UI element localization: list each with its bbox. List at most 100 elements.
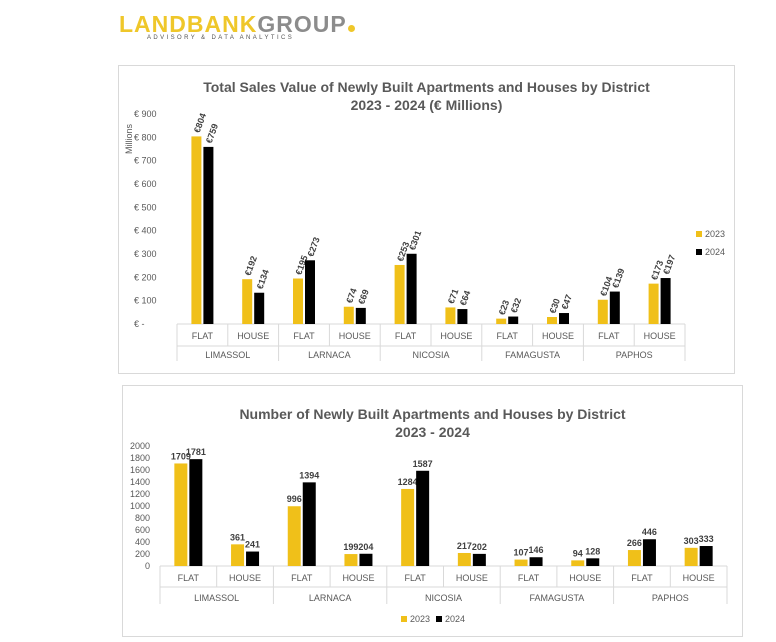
x-group-label: NICOSIA: [412, 350, 449, 360]
units-count-chart: 0 200 400 600 800 1000 1200 1400 1600 1800 2000 FLA…: [130, 441, 728, 624]
bar-2023-limassol-house: [231, 544, 245, 566]
bar-2023-limassol-flat: [174, 463, 188, 566]
y-tick-label: 1600: [130, 465, 150, 475]
bar-2023-larnaca-house: [343, 306, 354, 324]
y-tick-label: 800: [135, 513, 150, 523]
x-subcategory-label: HOUSE: [237, 331, 269, 341]
x-subcategory-label: FLAT: [598, 331, 620, 341]
x-subcategory-label: HOUSE: [542, 331, 574, 341]
x-subcategory-label: HOUSE: [440, 331, 472, 341]
bar-2023-nicosia-house: [445, 307, 456, 324]
y-tick-label: € 300: [134, 249, 157, 259]
data-label: €197: [661, 253, 677, 275]
y-tick-label: 200: [135, 549, 150, 559]
data-label: 1284: [398, 477, 418, 487]
bar-2024-nicosia-flat: [406, 253, 417, 324]
units-count-title-line1: Number of Newly Built Apartments and Hou…: [239, 406, 626, 422]
legend-label-2024: 2024: [445, 614, 465, 624]
bar-2024-larnaca-flat: [302, 482, 316, 566]
x-group-label: LIMASSOL: [194, 593, 239, 603]
bar-2023-famagusta-flat: [496, 318, 507, 324]
y-tick-label: € 700: [134, 156, 157, 166]
x-subcategory-label: HOUSE: [644, 331, 676, 341]
x-subcategory-label: FLAT: [631, 573, 653, 583]
bar-2024-larnaca-house: [355, 307, 366, 324]
sales-value-chart: € - € 100 € 200 € 300 € 400 € 500 € 600 € 700 € …: [124, 109, 725, 361]
bar-2024-paphos-flat: [642, 539, 656, 566]
bar-2023-paphos-flat: [627, 550, 641, 566]
legend-swatch-2024: [436, 616, 442, 622]
y-tick-label: € 400: [134, 226, 157, 236]
data-label: €74: [344, 287, 359, 305]
logo-wordmark: LANDBANKGROUP: [119, 12, 355, 36]
y-tick-label: 1000: [130, 501, 150, 511]
data-label: €301: [407, 229, 423, 251]
data-label: 199: [343, 542, 358, 552]
bar-2024-famagusta-flat: [529, 557, 543, 566]
sales-value-chart-title: Total Sales Value of Newly Built Apartme…: [119, 78, 734, 114]
x-subcategory-label: HOUSE: [342, 573, 374, 583]
data-label: €64: [458, 289, 473, 307]
x-subcategory-label: FLAT: [497, 331, 519, 341]
bar-2024-limassol-flat: [203, 146, 214, 324]
bar-2024-famagusta-house: [586, 558, 600, 566]
y-tick-label: 0: [145, 561, 150, 571]
bar-2023-famagusta-house: [571, 560, 585, 566]
x-subcategory-label: FLAT: [178, 573, 200, 583]
x-group-label: LIMASSOL: [205, 350, 250, 360]
legend-swatch-2024: [696, 249, 702, 255]
bar-2024-limassol-house: [246, 551, 260, 566]
data-label: 146: [529, 545, 544, 555]
data-label: 361: [230, 532, 245, 542]
x-subcategory-label: HOUSE: [229, 573, 261, 583]
bar-2024-nicosia-house: [472, 553, 486, 566]
x-subcategory-label: FLAT: [518, 573, 540, 583]
bar-2023-paphos-flat: [597, 299, 608, 324]
units-count-title-line2: 2023 - 2024: [395, 424, 470, 440]
bar-2023-nicosia-house: [457, 552, 471, 566]
data-label: €192: [243, 255, 259, 277]
data-label: €32: [509, 297, 524, 315]
y-tick-label: € 900: [134, 109, 157, 119]
x-group-label: LARNACA: [309, 593, 352, 603]
bar-2023-paphos-house: [684, 547, 698, 566]
x-subcategory-label: HOUSE: [339, 331, 371, 341]
x-subcategory-label: FLAT: [395, 331, 417, 341]
logo-part1: LANDBANK: [119, 11, 258, 37]
logo-tagline: ADVISORY & DATA ANALYTICS: [147, 35, 295, 41]
sales-value-title-line1: Total Sales Value of Newly Built Apartme…: [203, 79, 650, 95]
data-label: 1781: [186, 447, 206, 457]
bar-2024-limassol-house: [254, 292, 265, 324]
bar-2024-larnaca-flat: [305, 260, 315, 324]
y-tick-label: € 600: [134, 179, 157, 189]
units-count-chart-title: Number of Newly Built Apartments and Hou…: [123, 405, 742, 441]
bar-2023-nicosia-flat: [401, 488, 415, 566]
company-logo: LANDBANKGROUP ADVISORY & DATA ANALYTICS: [119, 12, 355, 41]
data-label: 1709: [171, 451, 191, 461]
bar-2024-paphos-house: [699, 546, 713, 566]
data-label: 217: [457, 541, 472, 551]
x-subcategory-label: FLAT: [291, 573, 313, 583]
data-label: 94: [573, 548, 583, 558]
bar-2023-famagusta-house: [547, 317, 557, 324]
logo-part2: GROUP: [257, 11, 347, 37]
x-group-label: FAMAGUSTA: [505, 350, 560, 360]
bar-2024-paphos-flat: [609, 291, 620, 324]
y-tick-label: € 200: [134, 272, 157, 282]
bar-2023-larnaca-flat: [293, 278, 303, 324]
data-label: €23: [497, 299, 512, 317]
data-label: 1587: [413, 459, 433, 469]
bar-2024-limassol-flat: [189, 459, 203, 566]
data-label: 202: [472, 542, 487, 552]
x-group-label: FAMAGUSTA: [529, 593, 584, 603]
data-label: €804: [192, 112, 208, 134]
data-label: €71: [446, 288, 461, 306]
data-label: €69: [356, 288, 371, 306]
bar-2023-limassol-flat: [191, 136, 202, 324]
bar-2023-limassol-house: [242, 279, 253, 324]
legend-swatch-2023: [401, 616, 407, 622]
data-label: €139: [610, 267, 626, 289]
x-subcategory-label: HOUSE: [683, 573, 715, 583]
bar-2024-nicosia-flat: [416, 470, 430, 566]
units-count-chart-panel: Number of Newly Built Apartments and Hou…: [122, 385, 743, 637]
